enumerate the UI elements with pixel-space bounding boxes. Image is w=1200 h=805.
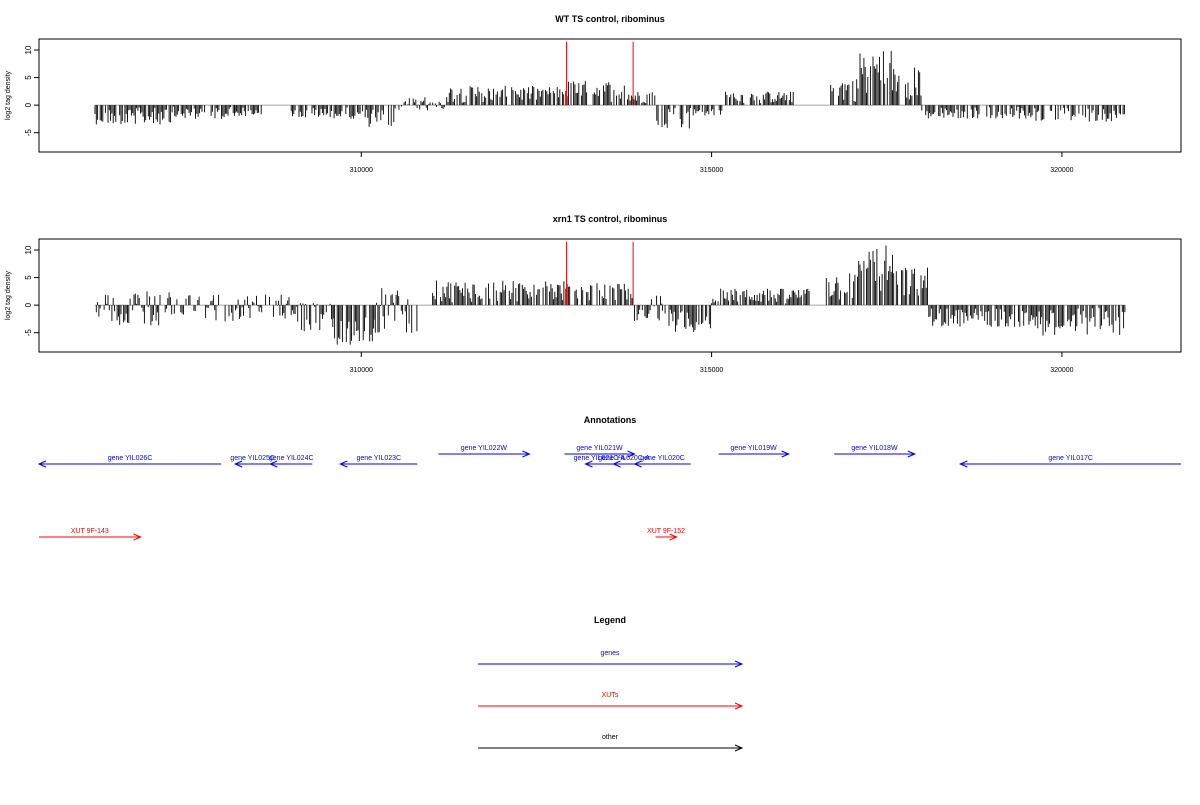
density-bars <box>446 85 565 106</box>
density-bars <box>627 92 656 106</box>
x-tick-label: 315000 <box>700 367 723 374</box>
legend-arrowhead <box>734 744 744 752</box>
density-bars <box>432 280 565 306</box>
density-bars <box>398 97 445 111</box>
y-axis-label: log2 tag density <box>5 70 12 120</box>
x-tick-label: 310000 <box>350 367 373 374</box>
y-axis-label: log2 tag density <box>5 270 12 320</box>
density-bars <box>859 50 893 106</box>
feature-label: gene YIL024C <box>269 455 314 462</box>
legend-entry-label: genes <box>600 650 620 657</box>
density-bars <box>1033 305 1126 336</box>
density-bars <box>565 283 633 306</box>
density-bars <box>921 105 1027 119</box>
feature-label: gene YIL018W <box>851 445 898 452</box>
feature-arrowhead <box>37 460 47 468</box>
density-bars <box>171 105 235 119</box>
legend-entry-label: XUTs <box>602 692 619 699</box>
density-bars <box>374 288 418 333</box>
density-bars <box>825 273 858 306</box>
feature-label: gene YIL020C <box>640 455 685 462</box>
density-bars <box>234 105 262 116</box>
feature-label: gene YIL021C-A <box>574 455 626 462</box>
feature-arrowhead <box>627 450 636 458</box>
y-tick-label: -5 <box>24 129 33 137</box>
feature-arrowhead <box>133 533 142 541</box>
feature-arrowhead <box>522 450 531 458</box>
legend-arrowhead <box>734 702 744 710</box>
feature-label: gene YIL022W <box>461 445 508 452</box>
legend-title: Legend <box>594 615 626 625</box>
y-tick-label: 10 <box>24 45 33 54</box>
density-bars <box>928 305 1034 327</box>
density-bars <box>893 267 928 306</box>
density-bars <box>830 79 859 106</box>
y-tick-label: 10 <box>24 245 33 254</box>
plot-frame <box>38 238 1182 353</box>
density-bars <box>711 288 810 306</box>
feature-arrowhead <box>669 533 678 541</box>
annotations-title: Annotations <box>584 415 637 425</box>
feature-arrowhead <box>584 460 593 468</box>
density-bars <box>290 105 326 118</box>
feature-label: XUT 9F-152 <box>647 528 685 535</box>
feature-label: gene YIL023C <box>356 455 401 462</box>
feature-label: gene YIL019W <box>731 445 778 452</box>
density-bars <box>690 105 723 116</box>
y-tick-label: 5 <box>24 275 33 280</box>
density-bars <box>656 105 690 129</box>
feature-arrowhead <box>781 450 790 458</box>
y-tick-label: 0 <box>24 102 33 107</box>
density-bars <box>290 303 334 332</box>
feature-arrowhead <box>907 450 917 458</box>
density-bars <box>1027 105 1125 122</box>
y-tick-label: 0 <box>24 302 33 307</box>
density-bars <box>858 245 893 306</box>
feature-arrowhead <box>959 460 968 468</box>
x-tick-label: 315000 <box>700 167 723 174</box>
density-bars <box>332 305 376 345</box>
density-bars <box>725 91 794 106</box>
feature-arrowhead <box>268 460 278 468</box>
plot-frame <box>38 38 1182 153</box>
density-bars <box>662 305 712 332</box>
feature-arrowhead <box>612 460 621 468</box>
feature-label: gene YIL017C <box>1048 455 1093 462</box>
track-xrn1-ts-control: xrn1 TS control, ribominus -5 0 5 10 log2 tag… <box>5 214 1182 374</box>
feature-label: gene YIL020C-A <box>598 455 650 462</box>
legend-arrowhead <box>734 660 744 668</box>
density-bars <box>95 291 187 326</box>
density-bars <box>362 105 396 127</box>
density-bars <box>241 294 290 319</box>
chart-title: WT TS control, ribominus <box>555 14 665 24</box>
feature-label: XUT 9F-143 <box>71 528 109 535</box>
feature-arrowhead <box>338 460 348 468</box>
feature-label: gene YIL021W <box>576 445 623 452</box>
density-bars <box>94 105 171 125</box>
density-bars <box>634 295 663 321</box>
legend-panel: Legend genes XUTs other <box>478 615 744 752</box>
x-tick-label: 320000 <box>1050 167 1073 174</box>
x-tick-label: 310000 <box>350 167 373 174</box>
density-bars <box>325 105 361 119</box>
y-tick-label: -5 <box>24 329 33 337</box>
density-bars <box>188 294 242 322</box>
track-wt-ts-control: WT TS control, ribominus -5 0 5 10 log2 tag d… <box>5 14 1182 174</box>
density-bars <box>565 80 625 106</box>
chart-title: xrn1 TS control, ribominus <box>553 214 668 224</box>
feature-label: gene YIL026C <box>108 455 153 462</box>
feature-arrowhead <box>633 460 642 468</box>
y-tick-label: 5 <box>24 75 33 80</box>
feature-arrowhead <box>233 460 243 468</box>
legend-entry-label: other <box>602 734 619 741</box>
density-bars <box>893 67 922 106</box>
x-tick-label: 320000 <box>1050 367 1073 374</box>
feature-label: gene YIL025C <box>230 455 275 462</box>
